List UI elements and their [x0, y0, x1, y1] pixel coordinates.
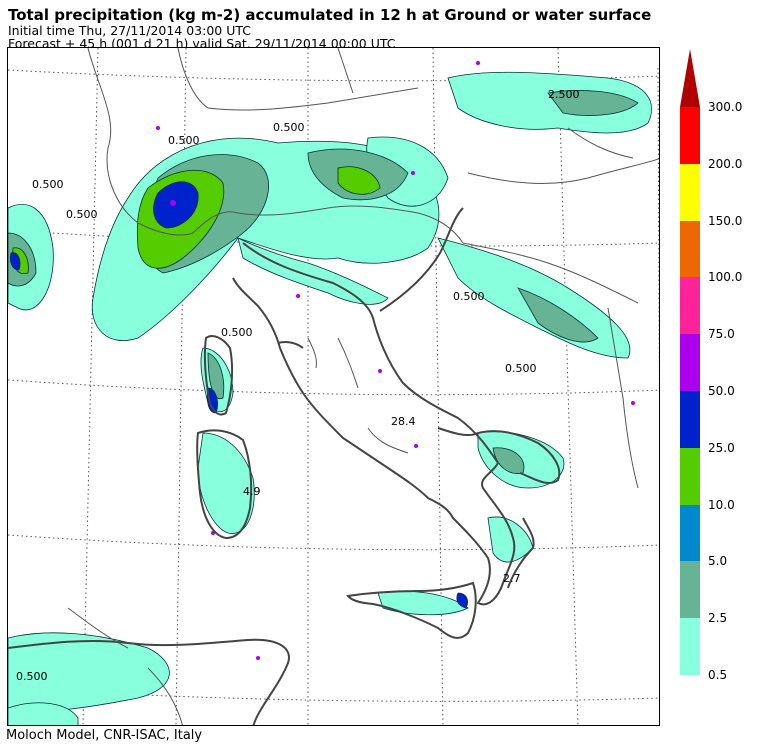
legend-swatch [680, 107, 700, 164]
contour-label: 4.9 [243, 485, 261, 498]
legend-swatch [680, 618, 700, 675]
legend-swatch [680, 334, 700, 391]
contour-label: 0.500 [453, 290, 485, 303]
contour-label: 0.500 [16, 670, 48, 683]
contour-label: 2.500 [548, 88, 580, 101]
legend-label: 75.0 [708, 327, 735, 342]
color-legend: 300.0 200.0 150.0 100.0 75.0 50.0 25.0 10.0 5.0 2… [680, 47, 760, 682]
contour-label: 0.500 [273, 121, 305, 134]
contour-label: 0.500 [168, 134, 200, 147]
legend-label: 5.0 [708, 554, 728, 569]
contour-labels: 0.500 0.500 0.500 0.500 0.500 0.500 0.50… [16, 88, 580, 683]
legend-swatch [680, 391, 700, 448]
coastlines [8, 207, 561, 725]
legend-label: 150.0 [708, 213, 743, 228]
map-canvas: 0.500 0.500 0.500 0.500 0.500 0.500 0.50… [8, 48, 659, 725]
precipitation-map: 0.500 0.500 0.500 0.500 0.500 0.500 0.50… [7, 47, 660, 726]
precip-extreme [156, 61, 635, 660]
legend-label: 200.0 [708, 156, 743, 171]
legend-swatch [680, 447, 700, 505]
initial-time: Initial time Thu, 27/11/2014 03:00 UTC [8, 23, 251, 38]
legend-label: 2.5 [708, 611, 728, 626]
legend-label: 300.0 [708, 100, 743, 114]
legend-swatch [680, 277, 700, 335]
legend-swatch [680, 561, 700, 619]
contour-label: 0.500 [32, 178, 64, 191]
contour-label: 28.4 [391, 415, 416, 428]
legend-swatch [680, 163, 700, 221]
chart-title: Total precipitation (kg m-2) accumulated… [8, 6, 652, 24]
model-credit: Moloch Model, CNR-ISAC, Italy [6, 728, 203, 743]
contour-label: 0.500 [221, 326, 253, 339]
legend-swatch [680, 220, 700, 278]
contour-label: 0.500 [505, 362, 537, 375]
legend-swatch [680, 504, 700, 562]
legend-label: 25.0 [708, 440, 735, 455]
legend-label: 0.5 [708, 668, 728, 682]
legend-label: 10.0 [708, 497, 735, 512]
country-borders [67, 48, 659, 725]
legend-arrow [680, 49, 700, 107]
legend-label: 100.0 [708, 270, 743, 285]
precip-light [8, 71, 652, 725]
contour-label: 2.7 [503, 572, 521, 585]
contour-label: 0.500 [66, 208, 98, 221]
legend-label: 50.0 [708, 384, 735, 398]
